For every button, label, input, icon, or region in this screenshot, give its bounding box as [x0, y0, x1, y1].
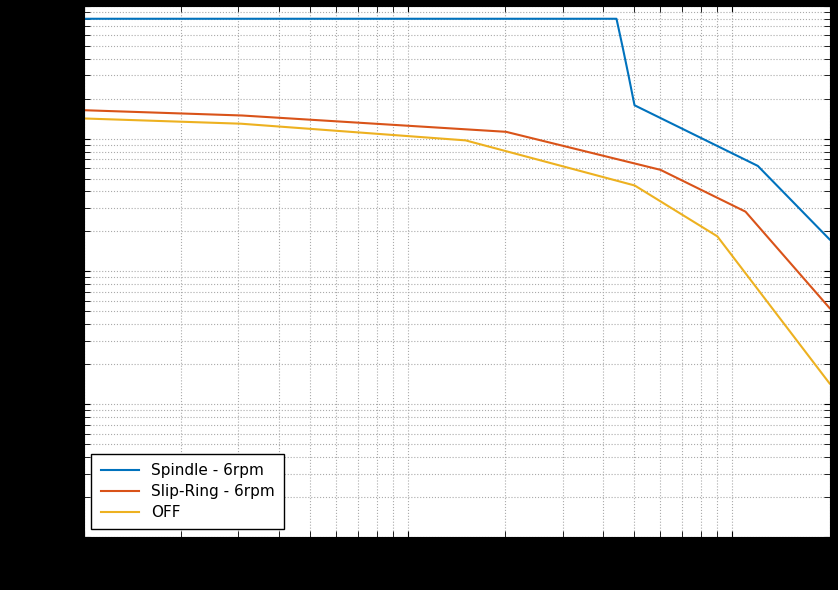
Spindle - 6rpm — [621, 58, 631, 65]
Slip-Ring - 6rpm — [392, 122, 402, 129]
Line: OFF: OFF — [84, 119, 830, 384]
Legend: Spindle - 6rpm, Slip-Ring - 6rpm, OFF: Spindle - 6rpm, Slip-Ring - 6rpm, OFF — [91, 454, 284, 529]
Slip-Ring - 6rpm — [621, 158, 631, 165]
Slip-Ring - 6rpm — [764, 236, 774, 243]
OFF — [825, 380, 835, 387]
Line: Slip-Ring - 6rpm: Slip-Ring - 6rpm — [84, 110, 830, 308]
Spindle - 6rpm — [392, 15, 402, 22]
Slip-Ring - 6rpm — [825, 304, 835, 312]
Spindle - 6rpm — [825, 236, 835, 243]
Spindle - 6rpm — [802, 212, 812, 219]
Spindle - 6rpm — [764, 175, 774, 182]
OFF — [802, 350, 812, 357]
Spindle - 6rpm — [398, 15, 408, 22]
Spindle - 6rpm — [433, 15, 443, 22]
Line: Spindle - 6rpm: Spindle - 6rpm — [84, 19, 830, 240]
Slip-Ring - 6rpm — [433, 124, 443, 131]
Slip-Ring - 6rpm — [79, 107, 89, 114]
Slip-Ring - 6rpm — [398, 122, 408, 129]
OFF — [398, 132, 408, 139]
OFF — [433, 135, 443, 142]
OFF — [764, 301, 774, 309]
Spindle - 6rpm — [79, 15, 89, 22]
Slip-Ring - 6rpm — [802, 278, 812, 286]
OFF — [621, 179, 631, 186]
OFF — [79, 115, 89, 122]
OFF — [392, 132, 402, 139]
